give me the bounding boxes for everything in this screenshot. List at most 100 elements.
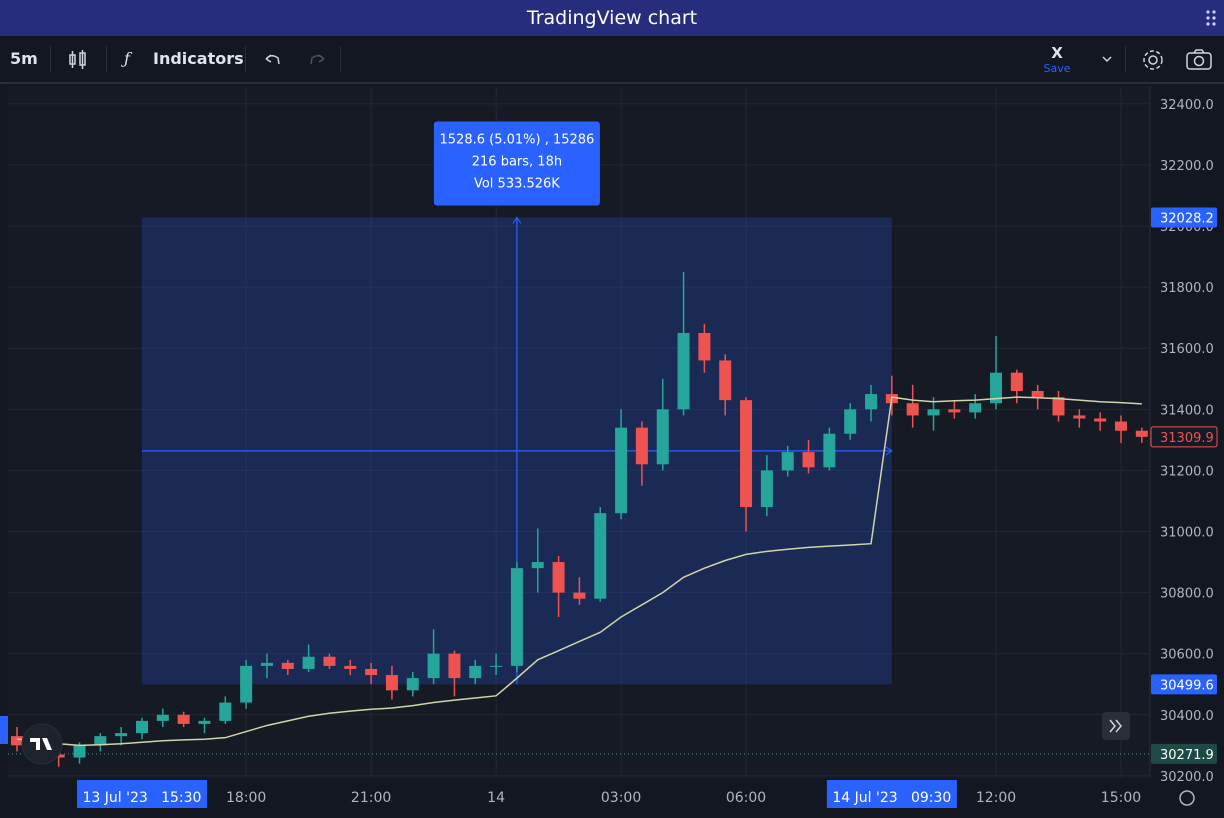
candle-body [490,665,503,667]
candle-body [281,662,294,669]
x-tick-label: 15:00 [1101,790,1141,806]
scroll-right-icon [1109,719,1122,733]
candle-body [1073,415,1086,419]
tv-logo [21,723,63,765]
candle-body [740,400,753,508]
window-title: TradingView chart [0,0,1224,36]
y-tick-label: 31200.0 [1160,464,1214,479]
y-tick-label: 31800.0 [1160,281,1214,296]
candle-body [135,720,148,734]
x-tick-label: 03:00 [601,790,641,806]
candle-body [698,332,711,361]
candle-body [198,720,211,724]
y-tick-label: 30800.0 [1160,587,1214,602]
candle-body [1052,397,1065,416]
save-label[interactable]: Save [1043,62,1071,75]
candle-body [552,562,565,593]
menu-dots [1206,10,1216,26]
save-dropdown[interactable] [1100,54,1114,64]
candle-body [635,427,648,465]
x-tick-label: 21:00 [351,790,391,806]
tooltip-line: 1528.6 (5.01%) , 15286 [440,132,595,147]
menu-icon[interactable] [1206,10,1216,26]
symbol-label[interactable]: X [1051,44,1063,62]
x-tick-label: 12:00 [976,790,1016,806]
candle-body [73,745,86,758]
price-label-text: 30271.9 [1160,748,1214,763]
separator [245,46,246,72]
screenshot-button[interactable] [1185,47,1213,73]
price-label [1151,674,1217,695]
candle-body [177,714,190,724]
y-tick-label: 30600.0 [1160,648,1214,663]
candle-body [365,668,378,676]
separator [340,46,341,72]
candle-body [115,733,128,737]
y-tick-label: 31400.0 [1160,403,1214,418]
time-range-label-text: 13 Jul '23 15:30 [82,790,201,806]
candle-body [927,409,940,416]
candle-body [427,653,440,679]
separator [50,46,51,72]
y-tick-label: 32200.0 [1160,159,1214,174]
separator [106,46,107,72]
candle-body [323,656,336,666]
candle-body [615,427,628,514]
undo-button[interactable] [262,50,282,68]
tooltip-line: Vol 533.526K [474,176,560,191]
price-label [1151,207,1217,228]
chart: 30200.0 30400.0 30600.0 30800.0 31000.0 31200… [0,86,1224,812]
candle-body [240,665,253,703]
axis-settings-button[interactable] [1179,790,1195,806]
candle-body [1010,372,1023,392]
chart-type-button[interactable] [66,48,90,72]
tv-logo-mark [30,738,52,750]
price-label [1151,743,1217,764]
candle-body [844,409,857,434]
y-tick-label: 31600.0 [1160,342,1214,357]
candle-body [344,665,357,669]
y-tick-label: 30200.0 [1160,770,1214,785]
candle-body [1031,391,1044,398]
time-axis [8,778,1224,812]
candle-body [802,452,815,468]
indicators-button[interactable]: Indicators [153,49,244,68]
measure-arrow [512,216,522,224]
candle-body [406,678,419,691]
left-marker [0,716,8,744]
x-tick-label: 06:00 [726,790,766,806]
measure-arrow [885,446,893,456]
time-range-label [826,780,957,808]
candle-body [1114,421,1127,431]
price-label-text: 31309.9 [1160,431,1214,446]
candle-body [656,409,669,465]
time-range-label-text: 14 Jul '23 09:30 [832,790,951,806]
y-tick-label: 31000.0 [1160,526,1214,541]
x-tick-label: 18:00 [226,790,266,806]
candle-body [219,702,232,721]
scroll-right-button[interactable] [1102,712,1130,740]
price-label-text: 30499.6 [1160,678,1214,693]
measure-tooltip [433,121,600,206]
candle-body [990,372,1003,404]
candle-body [594,513,607,599]
candle-body [448,653,461,679]
candle-body [94,736,107,746]
candle-body [760,470,773,508]
candle-body [948,409,961,413]
candle-body [719,360,732,401]
redo-button[interactable] [308,50,328,68]
price-label [1150,426,1218,448]
settings-button[interactable] [1140,47,1166,73]
y-tick-label: 30400.0 [1160,709,1214,724]
candle-body [781,452,794,471]
price-label-text: 32028.2 [1160,211,1214,226]
candle-body [677,332,690,410]
candle-body [865,394,878,410]
candle-body [302,656,315,669]
interval-button[interactable]: 5m [10,49,38,68]
vwap-line [16,396,1142,747]
candle-body [969,403,982,413]
candle-body [156,714,169,721]
